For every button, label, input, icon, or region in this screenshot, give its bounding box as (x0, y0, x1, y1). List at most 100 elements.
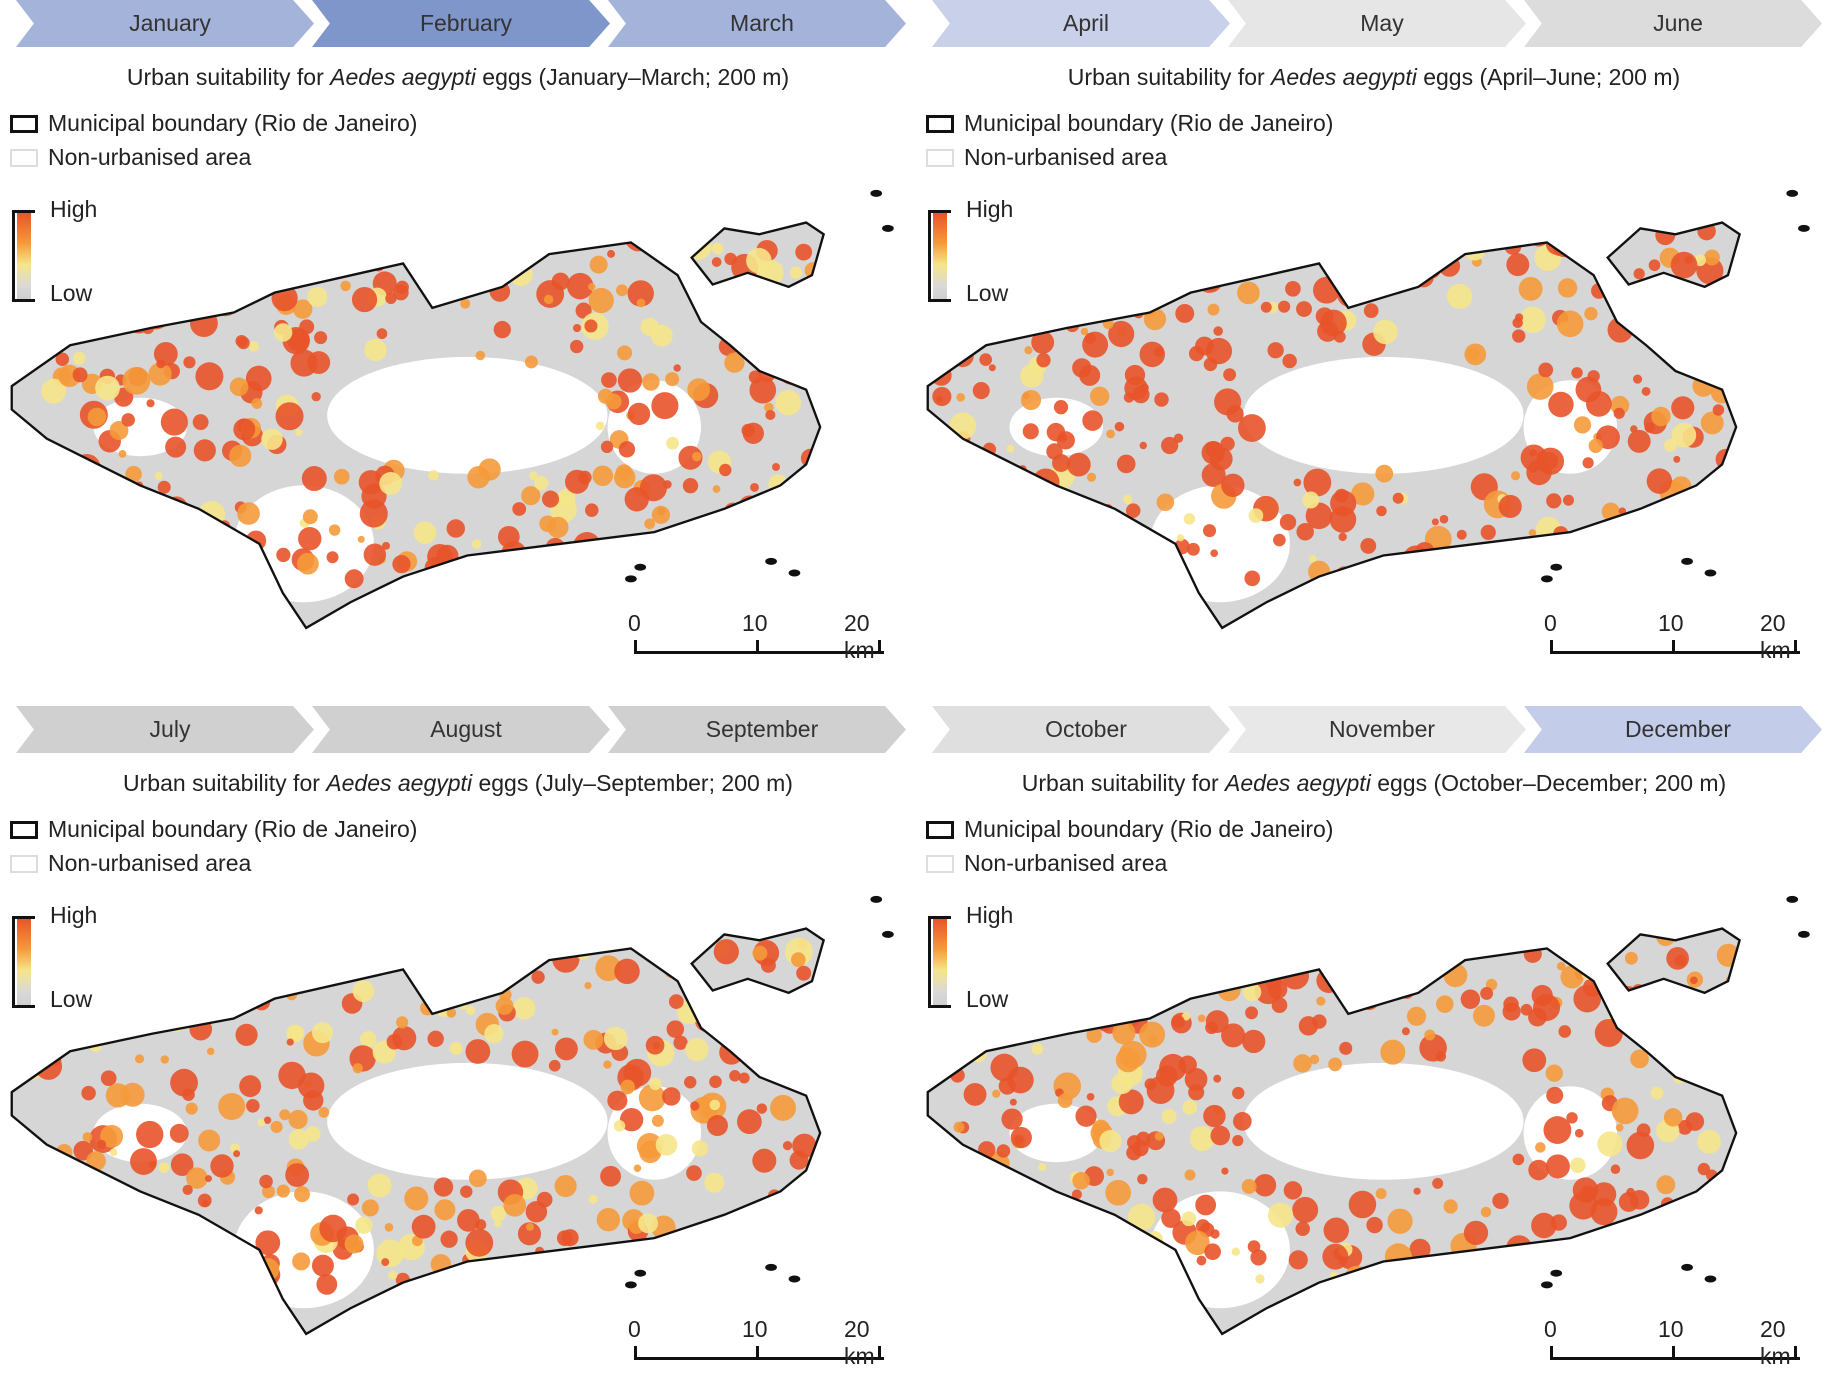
suitability-cell (1193, 257, 1207, 271)
suitability-cell (82, 1220, 107, 1245)
suitability-cell (653, 1256, 681, 1283)
island-boundary (690, 927, 826, 995)
suitability-cell (86, 1151, 106, 1171)
suitability-cell (1094, 1230, 1118, 1254)
suitability-cell (1613, 407, 1625, 419)
suitability-cell (95, 956, 120, 981)
month-timeline: July August September (16, 706, 916, 753)
suitability-cell (125, 465, 142, 483)
suitability-cell (489, 933, 511, 955)
suitability-cell (27, 933, 42, 948)
suitability-cell (584, 503, 599, 517)
suitability-cell (1665, 554, 1680, 569)
suitability-cell (1702, 309, 1715, 322)
suitability-cell (1183, 513, 1196, 525)
suitability-cell (368, 947, 383, 962)
suitability-cell (706, 1115, 728, 1137)
suitability-cell (668, 994, 684, 1009)
suitability-cell (1641, 386, 1651, 396)
suitability-cell (592, 465, 614, 487)
suitability-cell (785, 1042, 804, 1061)
suitability-cell (1123, 494, 1133, 505)
suitability-cell (210, 1154, 234, 1178)
suitability-cell (805, 529, 824, 553)
suitability-cell (525, 1222, 534, 1231)
suitability-cell (803, 1273, 817, 1286)
suitability-cell (1099, 947, 1120, 967)
suitability-cell (1636, 1123, 1651, 1138)
suitability-cell (1375, 1188, 1387, 1200)
suitability-cell (596, 1208, 621, 1232)
suitability-cell (428, 470, 439, 481)
suitability-cell (1080, 327, 1089, 336)
suitability-cell (1056, 431, 1075, 450)
suitability-cell (521, 486, 541, 506)
suitability-cell (1360, 227, 1381, 247)
suitability-cell (1014, 1255, 1027, 1269)
suitability-cell (1443, 1199, 1458, 1214)
suitability-cell (613, 1120, 626, 1132)
color-scale (12, 916, 35, 1008)
suitability-cell (1392, 228, 1417, 254)
suitability-cell (1690, 976, 1698, 985)
suitability-cell (1512, 1153, 1525, 1166)
suitability-cell (720, 541, 741, 562)
suitability-cell (199, 971, 208, 980)
suitability-cell (1456, 529, 1467, 540)
suitability-cell (619, 1108, 644, 1132)
suitability-cell (1298, 1016, 1319, 1036)
suitability-cell (358, 470, 383, 495)
suitability-cell (644, 518, 656, 530)
suitability-cell (1309, 1054, 1320, 1065)
suitability-cell (1093, 560, 1116, 583)
suitability-cell (642, 373, 660, 391)
suitability-cell (944, 1270, 954, 1280)
suitability-cell (640, 317, 659, 337)
suitability-cell (452, 562, 472, 581)
suitability-cell (392, 239, 408, 254)
suitability-cell (787, 1040, 801, 1053)
suitability-cell (711, 242, 724, 255)
suitability-cell (471, 539, 482, 549)
suitability-cell (1600, 935, 1612, 947)
suitability-cell (1623, 1004, 1650, 1030)
suitability-cell (1215, 964, 1239, 988)
suitability-cell (391, 928, 411, 946)
suitability-cell (629, 1180, 655, 1206)
suitability-cell (1663, 1108, 1683, 1127)
suitability-cell (963, 1083, 987, 1106)
suitability-cell (560, 555, 579, 574)
suitability-cell (1140, 383, 1149, 393)
suitability-cell (460, 1185, 473, 1198)
suitability-cell (746, 247, 772, 274)
suitability-cell (1072, 1172, 1090, 1190)
suitability-cell (1056, 960, 1065, 968)
suitability-cell (651, 505, 671, 524)
suitability-cell (772, 462, 780, 471)
color-scale (928, 210, 951, 302)
suitability-cell (1375, 464, 1394, 483)
non-urban-swatch (10, 854, 38, 873)
suitability-cell (1605, 275, 1614, 284)
suitability-cell (1241, 1029, 1266, 1054)
suitability-cell (382, 541, 391, 550)
suitability-cell (288, 1129, 309, 1150)
suitability-cell (776, 510, 787, 521)
suitability-cell (301, 466, 327, 492)
suitability-cell (59, 270, 87, 298)
suitability-cell (666, 1020, 685, 1038)
suitability-cell (386, 1033, 403, 1050)
suitability-cell (107, 1228, 128, 1249)
suitability-cell (1338, 532, 1347, 542)
suitability-cell (732, 535, 761, 564)
suitability-cell (1624, 951, 1638, 965)
suitability-cell (1472, 1004, 1495, 1027)
suitability-cell (1305, 502, 1333, 530)
suitability-cell (638, 1213, 658, 1234)
suitability-cell (738, 1072, 750, 1084)
suitability-cell (1625, 530, 1635, 540)
suitability-cell (165, 436, 187, 458)
suitability-cell (1221, 1023, 1246, 1048)
suitability-cell (1592, 948, 1605, 962)
island (882, 224, 894, 232)
